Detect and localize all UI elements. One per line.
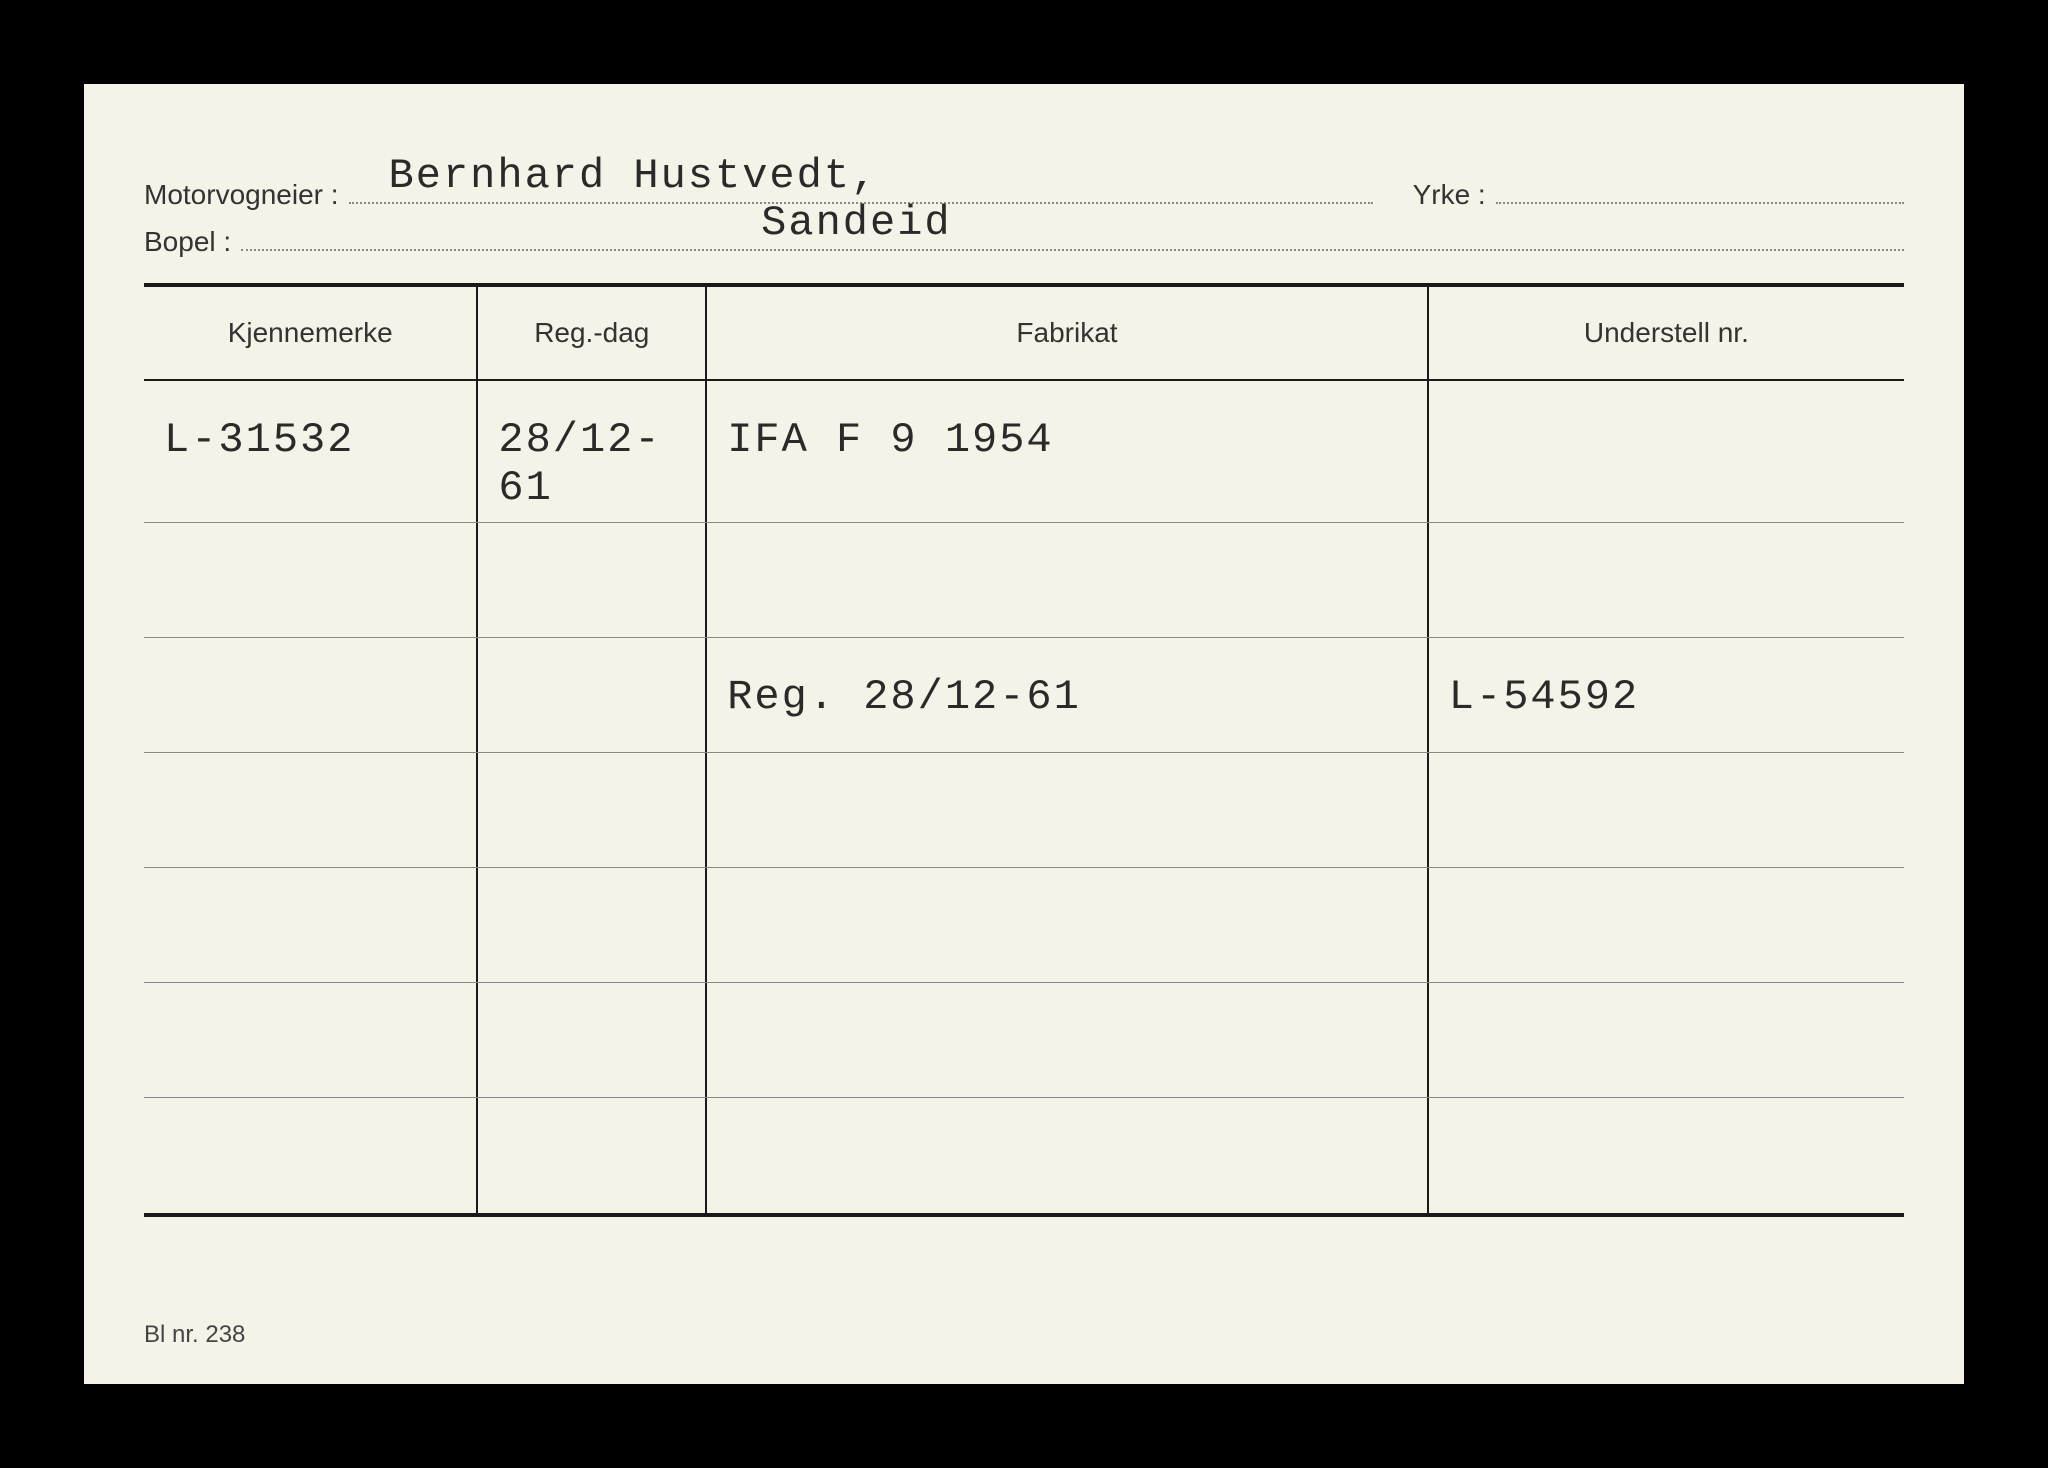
table-row: L-31532 28/12-61 IFA F 9 1954 [144,381,1904,523]
cell-regdag: 28/12-61 [478,381,707,522]
cell-kjennemerke [144,983,478,1097]
occupation-value-line [1496,164,1904,204]
registration-table: Kjennemerke Reg.-dag Fabrikat Understell… [144,283,1904,1217]
owner-value-line: Bernhard Hustvedt, [349,164,1373,204]
cell-kjennemerke [144,868,478,982]
cell-fabrikat: Reg. 28/12-61 [707,638,1429,752]
cell-kjennemerke [144,523,478,637]
table-header-row: Kjennemerke Reg.-dag Fabrikat Understell… [144,287,1904,381]
cell-understellnr: L-54592 [1429,638,1904,752]
table-row [144,753,1904,868]
table-row: Reg. 28/12-61 L-54592 [144,638,1904,753]
cell-fabrikat [707,868,1429,982]
card-header: Motorvogneier : Bernhard Hustvedt, Yrke … [144,164,1904,258]
table-row [144,983,1904,1098]
cell-understellnr [1429,381,1904,522]
cell-fabrikat [707,1098,1429,1213]
cell-kjennemerke [144,753,478,867]
residence-value-line: Sandeid [241,211,1904,251]
cell-fabrikat [707,753,1429,867]
occupation-field: Yrke : [1413,164,1904,211]
cell-regdag [478,983,707,1097]
table-row [144,1098,1904,1213]
cell-fabrikat [707,983,1429,1097]
residence-value: Sandeid [761,199,951,247]
table-row [144,868,1904,983]
table-row [144,523,1904,638]
cell-understellnr [1429,868,1904,982]
cell-understellnr [1429,753,1904,867]
table-body: L-31532 28/12-61 IFA F 9 1954 Reg. 28/12… [144,381,1904,1213]
cell-kjennemerke [144,1098,478,1213]
residence-field: Bopel : Sandeid [144,211,1904,258]
cell-understellnr [1429,983,1904,1097]
residence-label: Bopel : [144,226,231,258]
cell-understellnr [1429,523,1904,637]
header-fabrikat: Fabrikat [707,287,1429,379]
form-number: Bl nr. 238 [144,1321,245,1349]
cell-regdag [478,523,707,637]
header-kjennemerke: Kjennemerke [144,287,478,379]
cell-understellnr [1429,1098,1904,1213]
cell-fabrikat [707,523,1429,637]
cell-regdag [478,868,707,982]
cell-regdag [478,638,707,752]
owner-value: Bernhard Hustvedt, [389,152,879,200]
cell-regdag [478,1098,707,1213]
owner-field: Motorvogneier : Bernhard Hustvedt, [144,164,1373,211]
cell-regdag [478,753,707,867]
header-regdag: Reg.-dag [478,287,707,379]
cell-kjennemerke: L-31532 [144,381,478,522]
header-understellnr: Understell nr. [1429,287,1904,379]
occupation-label: Yrke : [1413,179,1486,211]
top-field-row: Motorvogneier : Bernhard Hustvedt, Yrke … [144,164,1904,211]
owner-label: Motorvogneier : [144,179,339,211]
cell-kjennemerke [144,638,478,752]
registration-card: Motorvogneier : Bernhard Hustvedt, Yrke … [84,84,1964,1384]
cell-fabrikat: IFA F 9 1954 [707,381,1429,522]
